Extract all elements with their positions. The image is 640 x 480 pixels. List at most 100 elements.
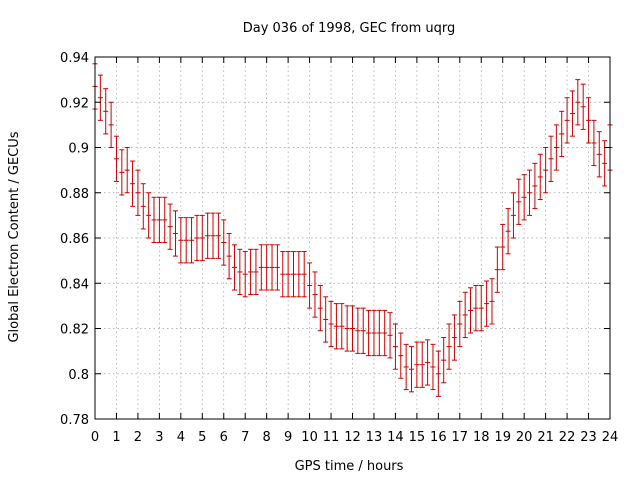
data-point [532,162,538,210]
x-tick-label: 5 [198,430,206,445]
x-axis-label: GPS time / hours [295,459,404,474]
data-point [591,119,597,167]
x-tick-label: 11 [323,430,340,445]
y-tick-label: 0.82 [60,323,89,338]
data-point [451,314,457,361]
data-point [258,244,264,291]
data-point [478,285,484,332]
y-tick-label: 0.92 [60,96,89,111]
data-point [457,300,463,348]
data-point [602,140,608,187]
x-tick-label: 21 [537,430,554,445]
x-tick-label: 19 [494,430,511,445]
data-point [290,251,296,298]
data-point [500,223,506,271]
data-point [97,74,103,121]
data-point [468,287,474,334]
data-point [446,323,452,370]
data-point [392,323,398,370]
x-tick-label: 22 [559,430,576,445]
data-point [462,291,468,339]
data-point [172,210,178,257]
data-point [178,217,184,264]
data-point [317,285,323,332]
x-tick-label: 4 [177,430,185,445]
data-point [199,214,205,262]
data-point [559,110,565,158]
x-tick-label: 16 [430,430,447,445]
x-tick-label: 6 [220,430,228,445]
data-point [537,153,543,201]
data-point [231,244,237,291]
data-point [569,90,575,137]
x-tick-label: 18 [473,430,490,445]
x-tick-label: 7 [241,430,249,445]
x-tick-label: 10 [301,430,318,445]
x-tick-label: 9 [284,430,292,445]
data-point [521,174,527,221]
data-point [307,262,313,309]
data-point [113,135,119,182]
data-point [403,343,409,391]
data-point [242,251,248,298]
data-point [435,350,441,397]
data-point [162,196,168,244]
data-point [323,296,329,343]
data-point [580,83,586,130]
x-tick-label: 8 [263,430,271,445]
data-point [194,214,200,262]
data-point [205,212,211,259]
data-point [489,278,495,325]
x-tick-label: 17 [452,430,469,445]
data-point [108,101,114,148]
data-point [296,251,302,298]
data-point [596,131,602,178]
data-point [119,149,125,196]
data-point [344,305,350,352]
data-point [221,219,227,266]
data-point [360,307,366,354]
data-point [226,232,232,280]
data-point [312,271,318,318]
data-point [167,203,173,250]
y-tick-label: 0.78 [60,413,89,428]
y-tick-label: 0.88 [60,187,89,202]
x-tick-label: 3 [155,430,163,445]
data-point [419,341,425,388]
y-axis-label: Global Electron Content / GECUs [7,131,22,342]
data-point [387,312,393,359]
y-tick-label: 0.84 [60,277,89,292]
data-point [280,251,286,298]
x-tick-label: 0 [91,430,99,445]
x-tick-label: 1 [112,430,120,445]
data-point [494,246,500,293]
data-point [371,309,377,357]
chart-title: Day 036 of 1998, GEC from uqrg [243,21,456,36]
data-point [548,135,554,182]
data-point [130,160,136,207]
data-point [409,346,415,393]
data-point [398,332,404,379]
data-point [414,341,420,388]
data-point [382,309,388,357]
x-tick-label: 24 [602,430,619,445]
data-point [189,217,195,264]
data-point [103,88,109,135]
data-point [564,97,570,144]
data-point [339,303,345,350]
y-tick-label: 0.8 [68,368,89,383]
data-point [215,212,221,259]
data-point [366,309,372,357]
data-point [156,196,162,244]
data-point [575,79,581,126]
data-point [285,251,291,298]
axis-ticks: 0 1 2 3 4 5 6 7 8 9 10 11 12 13 14 15 16 17 18 19 20 21 22 23 24… [60,51,618,445]
y-tick-label: 0.94 [60,51,89,66]
data-point [274,244,280,291]
x-tick-label: 15 [409,430,426,445]
x-tick-label: 12 [344,430,361,445]
data-point [210,212,216,259]
data-point [183,217,189,264]
